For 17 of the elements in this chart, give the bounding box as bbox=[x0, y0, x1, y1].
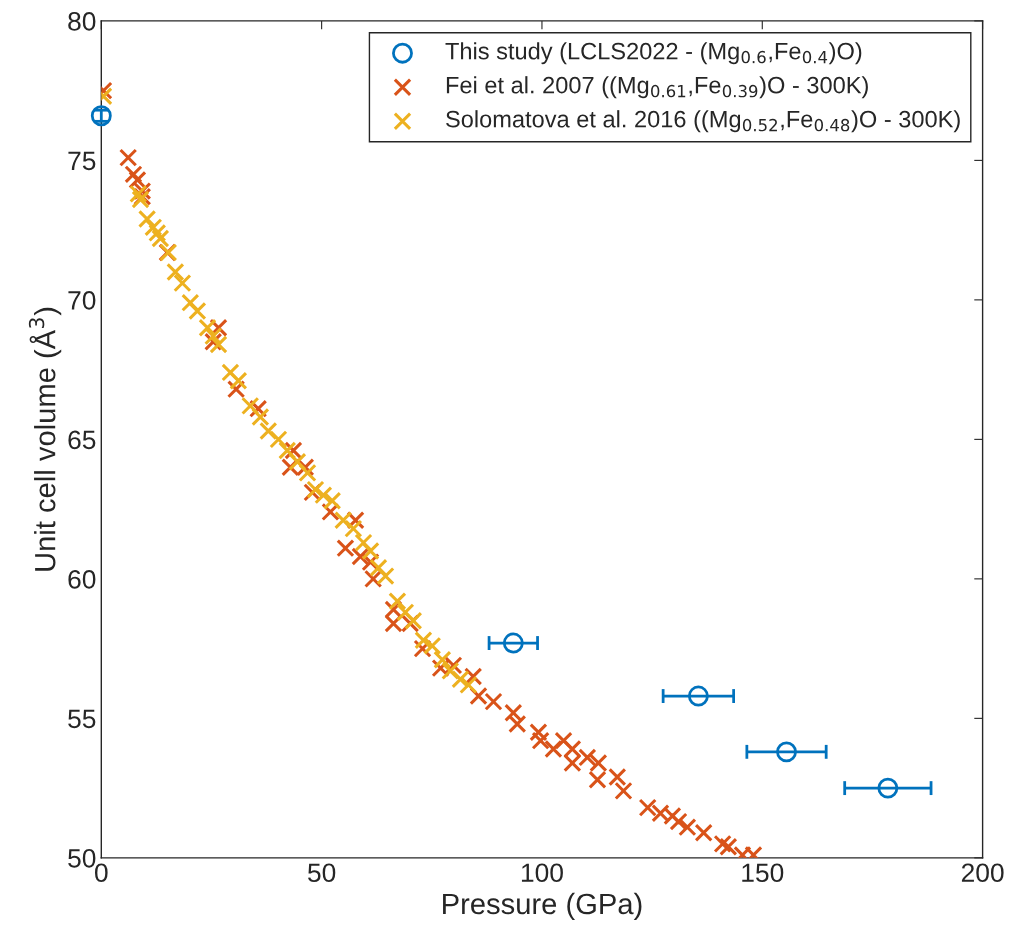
y-tick-label: 75 bbox=[68, 151, 96, 171]
y-tick-label: 55 bbox=[68, 709, 96, 729]
y-tick-label: 60 bbox=[68, 570, 96, 589]
x-tick-label: 200 bbox=[961, 863, 1004, 883]
y-axis-title: Unit cell volume (Å$^{3}$) bbox=[28, 307, 62, 571]
x-axis-title: Pressure (GPa) bbox=[443, 892, 642, 921]
y-tick-label: 65 bbox=[68, 430, 96, 450]
y-tick-label: 50 bbox=[68, 848, 96, 868]
x-tick-label: 0 bbox=[94, 863, 108, 883]
y-tick-label: 70 bbox=[68, 291, 96, 310]
x-tick-label: 50 bbox=[308, 863, 336, 883]
legend-label: Solomatova et al. 2016 ((Mg$_{0.52}$,Fe$_{0.48}$)O - 300K) bbox=[446, 110, 960, 133]
legend-label: Fei et al. 2007 ((Mg$_{0.61}$,Fe$_{0.39}$)O - 300K) bbox=[446, 76, 868, 99]
x-tick-label: 100 bbox=[521, 863, 563, 883]
legend-label: This study (LCLS2022 - (Mg$_{0.6}$,Fe$_{0.4}$)O) bbox=[445, 42, 862, 65]
y-tick-label: 80 bbox=[68, 12, 96, 31]
x-tick-label: 150 bbox=[742, 863, 784, 883]
